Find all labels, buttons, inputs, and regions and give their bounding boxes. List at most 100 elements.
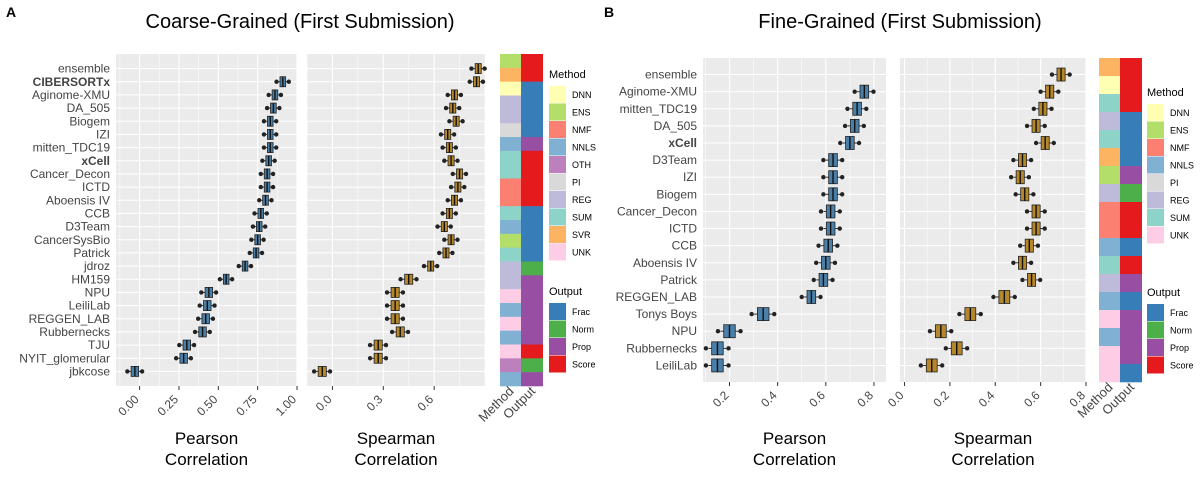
panel-letter: A xyxy=(6,4,16,20)
spearman-outlier-point xyxy=(443,105,449,111)
method-strip-cell xyxy=(500,247,521,262)
pearson-outlier-point xyxy=(261,237,266,242)
spearman-outlier-point xyxy=(469,66,474,71)
spearman-outlier-point xyxy=(1024,209,1030,214)
output-strip-cell xyxy=(1120,220,1142,239)
output-strip-cell xyxy=(521,137,543,152)
output-strip-cell xyxy=(1120,130,1142,149)
method-legend-label: NNLS xyxy=(572,143,596,153)
output-strip-cell xyxy=(1120,256,1142,275)
method-strip-cell xyxy=(500,164,521,179)
output-legend-label: Score xyxy=(1170,361,1194,371)
method-strip-cell xyxy=(1099,238,1120,257)
method-legend-swatch xyxy=(549,226,566,243)
pearson-outlier-point xyxy=(261,132,267,137)
team-label: CIBERSORTx xyxy=(33,75,111,89)
pearson-outlier-point xyxy=(821,175,826,180)
team-label: D3Team xyxy=(652,153,697,167)
team-label: Patrick xyxy=(73,246,111,260)
pearson-outlier-point xyxy=(229,277,235,282)
method-strip-cell xyxy=(1099,148,1120,167)
pearson-outlier-point xyxy=(249,237,254,242)
method-strip-cell xyxy=(500,178,521,193)
spearman-outlier-point xyxy=(964,346,970,351)
output-strip-cell xyxy=(521,150,543,165)
spearman-outlier-point xyxy=(482,66,487,71)
spearman-outlier-point xyxy=(398,277,403,282)
pearson-outlier-point xyxy=(263,224,268,229)
spearman-axis-title: Correlation xyxy=(951,450,1034,469)
method-strip-cell xyxy=(500,372,521,387)
team-label: ICTD xyxy=(82,180,110,194)
spearman-outlier-point xyxy=(1011,260,1016,265)
spearman-tick-label: 0.2 xyxy=(930,388,952,410)
output-strip-cell xyxy=(521,358,543,373)
pearson-outlier-point xyxy=(212,303,217,308)
spearman-tick-label: 0.6 xyxy=(415,392,437,414)
method-strip-cell xyxy=(500,358,521,373)
pearson-outlier-point xyxy=(821,157,826,163)
method-legend-swatch xyxy=(1147,104,1164,121)
pearson-outlier-point xyxy=(813,260,819,265)
spearman-outlier-point xyxy=(445,92,450,98)
pearson-outlier-point xyxy=(259,250,265,256)
method-strip-cell xyxy=(1099,220,1120,239)
output-strip-cell xyxy=(521,109,543,124)
method-legend-swatch xyxy=(549,103,566,121)
pearson-tick-label: 0.8 xyxy=(854,388,876,410)
method-strip-cell xyxy=(500,316,521,331)
spearman-outlier-point xyxy=(1024,123,1030,129)
pearson-outlier-point xyxy=(257,198,262,203)
spearman-outlier-point xyxy=(448,224,453,229)
method-strip-cell xyxy=(500,192,521,207)
team-label: CCB xyxy=(672,239,697,253)
pearson-outlier-point xyxy=(703,363,709,368)
panel-b-fine-grained: B Fine-Grained (First Submission) ensemble… xyxy=(604,4,1194,469)
pearson-outlier-point xyxy=(715,329,721,334)
method-strip-cell xyxy=(500,123,521,138)
pearson-tick-label: 0.25 xyxy=(155,392,182,419)
output-strip-cell xyxy=(1120,58,1142,77)
method-strip-cell xyxy=(500,137,521,152)
output-legend-swatch xyxy=(549,320,566,338)
method-legend-title: Method xyxy=(549,69,586,81)
output-legend-swatch xyxy=(549,355,566,373)
method-strip-cell xyxy=(500,206,521,221)
spearman-outlier-point xyxy=(1028,157,1034,163)
panel-letter: B xyxy=(604,4,614,20)
method-legend-swatch xyxy=(1147,139,1164,156)
output-strip-cell xyxy=(521,247,543,262)
pearson-tick-label: 0.6 xyxy=(806,388,828,410)
pearson-tick-label: 1.00 xyxy=(273,392,300,419)
pearson-outlier-point xyxy=(139,369,145,374)
output-strip-cell xyxy=(521,344,543,359)
team-label: mitten_TDC19 xyxy=(33,141,111,155)
pearson-tick-label: 0.75 xyxy=(233,392,260,419)
pearson-outlier-point xyxy=(210,316,216,321)
team-label: DA_505 xyxy=(67,101,111,115)
method-legend-title: Method xyxy=(1147,87,1184,99)
method-strip-cell xyxy=(1099,94,1120,113)
spearman-outlier-point xyxy=(1013,192,1018,197)
pearson-outlier-point xyxy=(188,356,194,361)
method-strip-cell xyxy=(500,261,521,276)
method-strip-cell xyxy=(1099,256,1120,275)
output-legend-swatch xyxy=(549,338,566,355)
method-strip-cell xyxy=(1099,130,1120,149)
team-label: HM159 xyxy=(71,272,110,286)
spearman-outlier-point xyxy=(442,237,447,242)
pearson-outlier-point xyxy=(821,192,826,197)
team-label: Rubbernecks xyxy=(626,341,697,355)
team-label: D3Team xyxy=(65,220,110,234)
method-strip-cell xyxy=(1099,274,1120,293)
team-label: Biogem xyxy=(69,114,110,128)
output-strip-cell xyxy=(1120,148,1142,167)
pearson-outlier-point xyxy=(832,260,838,265)
method-legend-swatch xyxy=(1147,174,1164,191)
spearman-outlier-point xyxy=(367,356,373,361)
pearson-outlier-point xyxy=(830,277,835,283)
spearman-outlier-point xyxy=(1026,175,1032,180)
output-strip-cell xyxy=(521,95,543,110)
team-label: Aginome-XMU xyxy=(619,85,697,99)
output-strip-cell xyxy=(521,289,543,304)
